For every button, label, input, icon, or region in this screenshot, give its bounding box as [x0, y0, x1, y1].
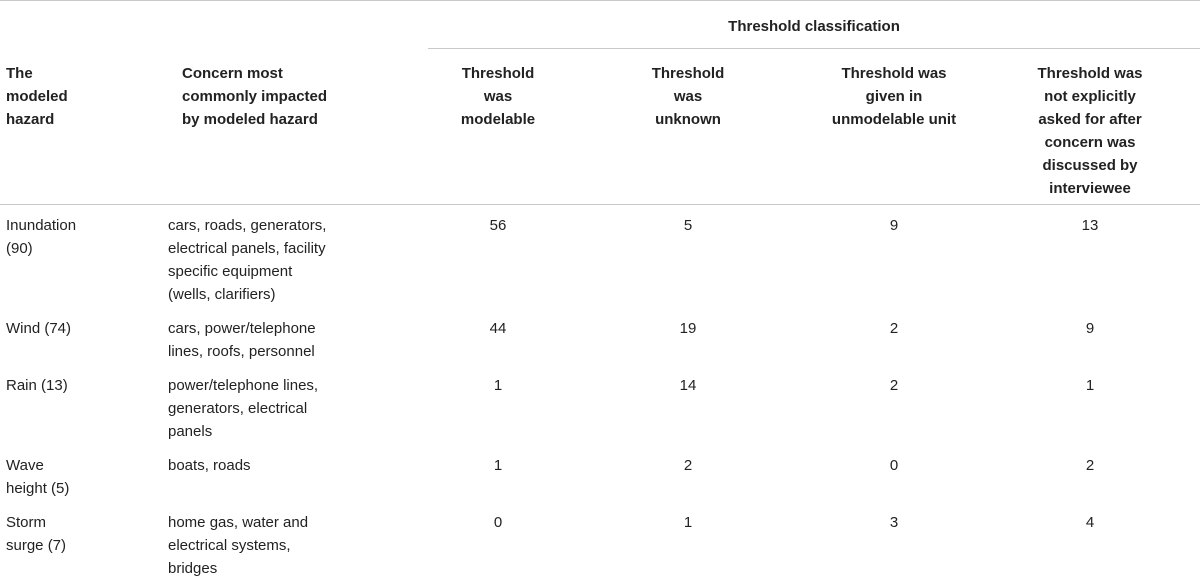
header-line: was [483, 88, 513, 105]
header-line: unknown [655, 111, 721, 128]
table-row: Storm surge (7) home gas, water and elec… [0, 502, 1200, 580]
header-line: hazard [6, 110, 55, 128]
concern-cell: power/telephone lines, generators, elect… [168, 365, 428, 445]
column-header-modelable: Threshold was modelable [428, 48, 568, 205]
cell-line: electrical panels, facility [168, 240, 326, 257]
hazard-cell: Wave height (5) [0, 445, 168, 502]
cell-line: generators, electrical [168, 400, 308, 417]
group-header-row: Threshold classification [0, 0, 1200, 49]
header-line: modeled [6, 87, 68, 105]
unknown-cell: 1 [683, 514, 693, 531]
cell-line: cars, roads, generators, [168, 217, 327, 234]
header-line: modelable [460, 111, 536, 128]
cell-line: (90) [6, 240, 33, 257]
unknown-cell: 14 [679, 377, 697, 394]
concern-cell: boats, roads [168, 445, 428, 502]
modelable-cell: 1 [493, 377, 503, 394]
concern-cell: cars, roads, generators, electrical pane… [168, 205, 428, 309]
cell-line: (wells, clarifiers) [168, 286, 276, 303]
hazard-cell: Rain (13) [0, 365, 168, 445]
cell-line: Rain (13) [6, 377, 68, 394]
unmodelable-cell: 9 [889, 217, 899, 234]
column-header-row: The modeled hazard Concern most commonly… [0, 48, 1200, 205]
cell-line: cars, power/telephone [168, 320, 316, 337]
header-line: Threshold was [841, 65, 947, 82]
cell-line: Storm [6, 514, 47, 531]
cell-line: home gas, water and [168, 514, 309, 531]
table-row: Inundation (90) cars, roads, generators,… [0, 205, 1200, 309]
table-row: Wave height (5) boats, roads 1 2 0 2 [0, 445, 1200, 502]
cell-line: Wave [6, 457, 44, 474]
hazard-cell: Wind (74) [0, 308, 168, 365]
header-line: not explicitly [1044, 88, 1136, 105]
modelable-cell: 44 [489, 320, 507, 337]
group-header-threshold-classification: Threshold classification [428, 0, 1200, 49]
header-line: given in [865, 88, 923, 105]
cell-line: specific equipment [168, 263, 293, 280]
unknown-cell: 2 [683, 457, 693, 474]
not-asked-cell: 1 [1085, 377, 1095, 394]
cell-line: power/telephone lines, [168, 377, 319, 394]
table-row: Rain (13) power/telephone lines, generat… [0, 365, 1200, 445]
unknown-cell: 5 [683, 217, 693, 234]
not-asked-cell: 9 [1085, 320, 1095, 337]
header-line: Threshold [651, 65, 725, 82]
cell-line: lines, roofs, personnel [168, 343, 315, 360]
cell-line: height (5) [6, 480, 70, 497]
modelable-cell: 1 [493, 457, 503, 474]
not-asked-cell: 13 [1081, 217, 1099, 234]
header-line: concern was [1044, 134, 1136, 151]
cell-line: Inundation [6, 217, 77, 234]
concern-cell: cars, power/telephone lines, roofs, pers… [168, 308, 428, 365]
unknown-cell: 19 [679, 320, 697, 337]
header-line: Threshold [461, 65, 535, 82]
not-asked-cell: 2 [1085, 457, 1095, 474]
cell-line: surge (7) [6, 537, 67, 554]
empty-header-cell [168, 0, 428, 49]
header-line: interviewee [1049, 180, 1131, 197]
concern-cell: home gas, water and electrical systems, … [168, 502, 428, 580]
cell-line: Wind (74) [6, 320, 72, 337]
cell-line: boats, roads [168, 457, 251, 474]
column-header-hazard: The modeled hazard [0, 48, 168, 205]
cell-line: panels [168, 423, 213, 440]
hazard-cell: Storm surge (7) [0, 502, 168, 580]
not-asked-cell: 4 [1085, 514, 1095, 531]
header-line: Concern most [182, 64, 283, 82]
unmodelable-cell: 2 [889, 377, 899, 394]
unmodelable-cell: 2 [889, 320, 899, 337]
modelable-cell: 56 [489, 217, 507, 234]
modelable-cell: 0 [493, 514, 503, 531]
unmodelable-cell: 3 [889, 514, 899, 531]
header-line: Threshold was [1037, 65, 1143, 82]
header-line: commonly impacted [182, 87, 328, 105]
column-header-concern: Concern most commonly impacted by modele… [168, 48, 428, 205]
unmodelable-cell: 0 [889, 457, 899, 474]
header-line: asked for after [1038, 111, 1142, 128]
header-line: The [6, 64, 33, 82]
cell-line: bridges [168, 560, 218, 577]
column-header-not-asked: Threshold was not explicitly asked for a… [980, 48, 1200, 205]
header-line: was [673, 88, 703, 105]
empty-header-cell [0, 0, 168, 49]
header-line: by modeled hazard [182, 110, 318, 128]
hazard-cell: Inundation (90) [0, 205, 168, 309]
table-row: Wind (74) cars, power/telephone lines, r… [0, 308, 1200, 365]
column-header-unknown: Threshold was unknown [568, 48, 808, 205]
header-line: unmodelable unit [831, 111, 957, 128]
cell-line: electrical systems, [168, 537, 291, 554]
column-header-unmodelable: Threshold was given in unmodelable unit [808, 48, 980, 205]
header-line: discussed by [1042, 157, 1138, 174]
